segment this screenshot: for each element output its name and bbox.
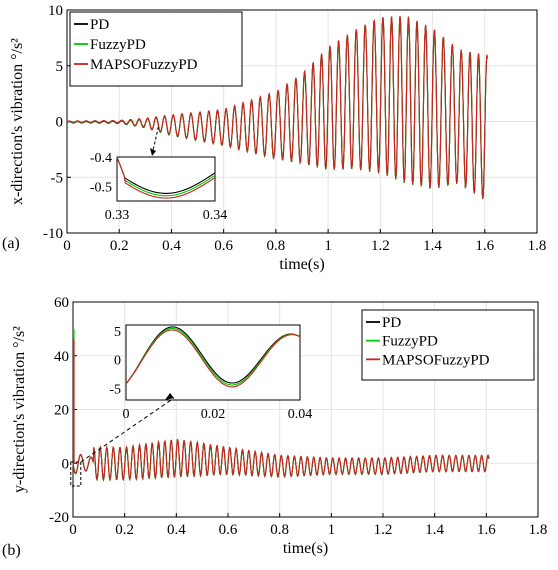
x-tick-label: 0 bbox=[69, 522, 77, 538]
y-axis-label: x-direction's vibration °/s² bbox=[9, 38, 26, 205]
panel-a: 0 0.2 0.4 0.6 0.8 1 1.2 1.4 1.6 1.8 -10 -5 0 5 10 PD Fuz… bbox=[2, 3, 546, 273]
x-tick-label: 0 bbox=[63, 238, 71, 254]
inset-x-tick-label: 0.02 bbox=[201, 407, 226, 422]
zoom-arrowhead bbox=[165, 393, 174, 400]
x-tick-label: 0.6 bbox=[219, 522, 238, 538]
y-tick-label: -10 bbox=[43, 226, 63, 242]
inset-line-pd bbox=[125, 326, 301, 385]
inset-line-fuzzypd bbox=[125, 327, 301, 386]
legend-label: MAPSOFuzzyPD bbox=[382, 352, 490, 368]
inset-y-tick-label: -0.5 bbox=[90, 180, 112, 195]
x-tick-label: 0.2 bbox=[110, 238, 129, 254]
zoom-arrow bbox=[80, 397, 175, 463]
y-tick-label: -20 bbox=[49, 510, 69, 526]
x-tick-label: 0.4 bbox=[167, 522, 186, 538]
inset-x-tick-label: 0.34 bbox=[203, 208, 228, 223]
x-axis-label: time(s) bbox=[279, 256, 324, 273]
legend-label: PD bbox=[382, 315, 401, 331]
legend-label: FuzzyPD bbox=[90, 37, 146, 53]
inset-x-tick-label: 0.04 bbox=[288, 407, 313, 422]
inset-frame bbox=[116, 156, 216, 202]
y-axis-label: y-direction's vibration °/s² bbox=[11, 326, 28, 493]
x-tick-label: 0.8 bbox=[270, 522, 289, 538]
legend-label: FuzzyPD bbox=[382, 334, 438, 350]
x-tick-label: 1.4 bbox=[423, 238, 442, 254]
line-mapsofuzzypd bbox=[72, 438, 490, 482]
x-tick-label: 1.8 bbox=[528, 238, 547, 254]
y-tick-label: 60 bbox=[54, 295, 69, 311]
x-tick-label: 1.6 bbox=[477, 522, 496, 538]
x-tick-label: 0.8 bbox=[267, 238, 286, 254]
inset-y-tick-label: -0.4 bbox=[90, 151, 112, 166]
zoom-arrowhead bbox=[150, 148, 156, 156]
panel-b: 0 0.2 0.4 0.6 0.8 1 1.2 1.4 1.6 1.8-200204060PDFu… bbox=[2, 295, 547, 559]
legend-label: MAPSOFuzzyPD bbox=[90, 57, 198, 73]
y-tick-label: 40 bbox=[54, 349, 69, 365]
line-mapsofuzzypd bbox=[66, 15, 488, 199]
x-tick-label: 1 bbox=[324, 238, 332, 254]
x-tick-label: 1.2 bbox=[374, 522, 393, 538]
inset-y-tick-label: -5 bbox=[109, 382, 121, 397]
legend-box bbox=[361, 309, 535, 381]
inset-y-tick-label: 0 bbox=[114, 354, 121, 369]
inset-frame bbox=[125, 324, 301, 401]
x-tick-label: 0.2 bbox=[115, 522, 134, 538]
inset-x-tick-label: 0.33 bbox=[105, 208, 130, 223]
x-tick-label: 1 bbox=[328, 522, 336, 538]
inset-line-mapsofuzzypd bbox=[125, 329, 301, 388]
inset-line-fuzzypd bbox=[116, 156, 216, 197]
y-tick-label: 0 bbox=[62, 456, 70, 472]
y-tick-label: 5 bbox=[56, 59, 64, 75]
x-tick-label: 1.4 bbox=[425, 522, 444, 538]
legend-label: PD bbox=[90, 17, 109, 33]
legend-box bbox=[69, 11, 243, 87]
zoom-region bbox=[70, 461, 82, 487]
inset-line-pd bbox=[116, 156, 216, 194]
panel-label: (b) bbox=[2, 542, 21, 559]
x-tick-label: 1.6 bbox=[475, 238, 494, 254]
x-tick-label: 0.6 bbox=[214, 238, 233, 254]
y-tick-label: 20 bbox=[54, 403, 69, 419]
x-tick-label: 1.2 bbox=[371, 238, 390, 254]
inset-x-tick-label: 0 bbox=[123, 407, 130, 422]
inset-y-tick-label: 5 bbox=[114, 325, 121, 340]
y-tick-label: -5 bbox=[51, 170, 64, 186]
y-tick-label: 10 bbox=[48, 3, 63, 19]
inset-line-mapsofuzzypd bbox=[116, 156, 216, 199]
y-tick-label: 0 bbox=[56, 115, 64, 131]
panel-label: (a) bbox=[2, 235, 20, 252]
x-axis-label: time(s) bbox=[283, 540, 328, 557]
x-tick-label: 0.4 bbox=[162, 238, 181, 254]
x-tick-label: 1.8 bbox=[529, 522, 548, 538]
